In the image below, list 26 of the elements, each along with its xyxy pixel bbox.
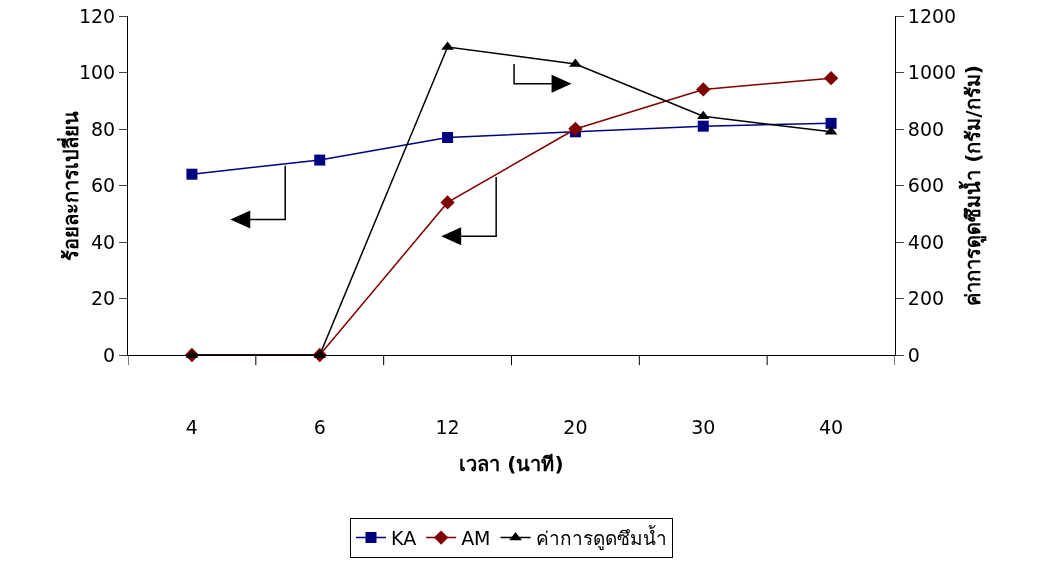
y-tick-label: 120: [78, 4, 116, 27]
legend-label: ค่าการดูดซึมน้ำ: [535, 524, 667, 550]
x-axis-title: เวลา (นาที): [459, 452, 564, 477]
y2-tick-label: 1200: [907, 4, 957, 27]
y2-tick-label: 1000: [907, 61, 957, 84]
y2-tick-label: 200: [907, 287, 945, 310]
legend-label: KA: [391, 526, 417, 549]
x-tick-label: 40: [818, 415, 844, 438]
x-tick-label: 12: [435, 415, 460, 438]
x-tick-label: 30: [691, 415, 716, 438]
legend-label: AM: [461, 526, 491, 549]
y2-axis-title: ค่าการดูดซึมน้ำ (กรัม/กรัม): [958, 65, 988, 306]
x-tick-label: 4: [185, 415, 198, 438]
y-tick-label: 40: [91, 230, 116, 253]
y2-tick-label: 800: [907, 117, 945, 140]
y2-tick-label: 400: [907, 230, 945, 253]
y-tick-label: 0: [103, 343, 116, 366]
y2-tick-label: 0: [907, 343, 920, 366]
y-tick-label: 20: [91, 287, 116, 310]
x-tick-label: 20: [563, 415, 588, 438]
y-tick-label: 80: [91, 117, 116, 140]
x-tick-label: 6: [313, 415, 326, 438]
y2-tick-label: 600: [907, 174, 945, 197]
y-tick-label: 100: [78, 61, 116, 84]
y-axis-title: ร้อยละการเปลี่ยน: [56, 110, 83, 261]
y-tick-label: 60: [91, 174, 116, 197]
